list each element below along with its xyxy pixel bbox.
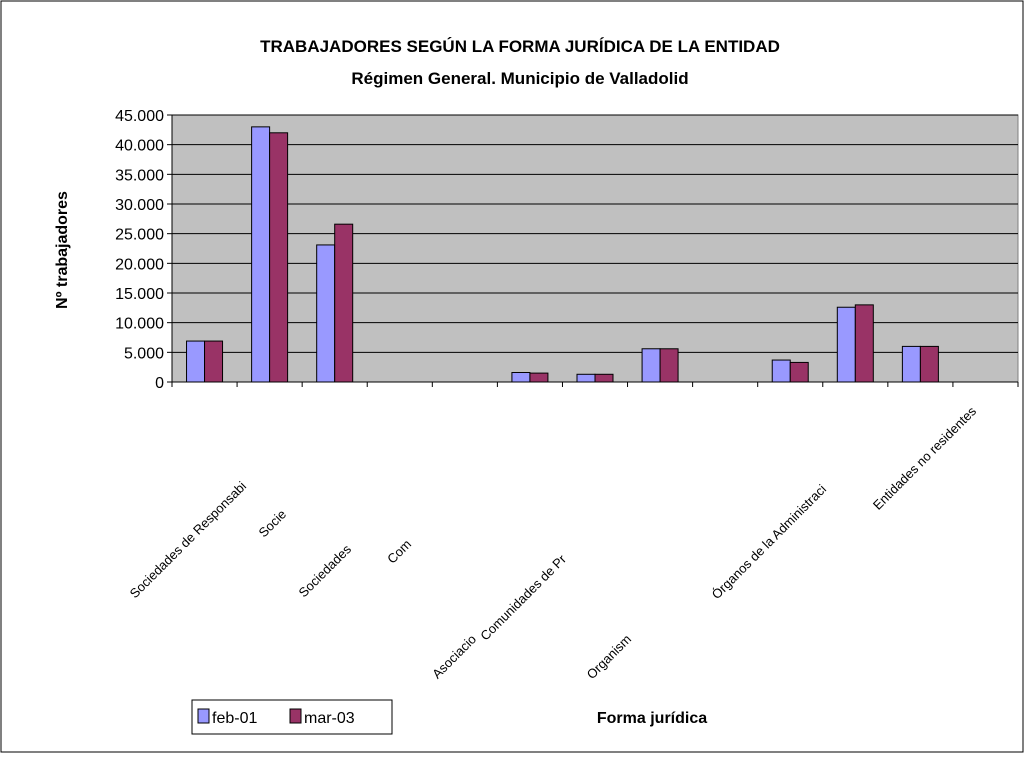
chart-title: TRABAJADORES SEGÚN LA FORMA JURÍDICA DE … bbox=[260, 37, 780, 56]
x-axis-title: Forma jurídica bbox=[597, 710, 707, 727]
y-tick-label: 0 bbox=[155, 375, 164, 392]
bar bbox=[919, 345, 939, 383]
bar bbox=[836, 306, 856, 383]
bar bbox=[529, 372, 549, 383]
y-tick-label: 15.000 bbox=[115, 286, 164, 303]
legend-label: mar-03 bbox=[304, 710, 355, 727]
chart-subtitle: Régimen General. Municipio de Valladolid bbox=[351, 69, 688, 88]
y-tick-label: 10.000 bbox=[115, 316, 164, 333]
bar bbox=[576, 373, 596, 383]
bar bbox=[854, 304, 874, 383]
bar bbox=[594, 373, 614, 383]
bar bbox=[334, 223, 354, 383]
bar bbox=[186, 340, 206, 383]
y-tick-label: 40.000 bbox=[115, 138, 164, 155]
bar bbox=[251, 126, 271, 383]
legend-swatch bbox=[197, 708, 210, 724]
y-tick-label: 45.000 bbox=[115, 108, 164, 125]
y-tick-label: 5.000 bbox=[124, 345, 164, 362]
bar bbox=[901, 345, 921, 383]
y-tick-label: 35.000 bbox=[115, 167, 164, 184]
y-tick-label: 20.000 bbox=[115, 256, 164, 273]
legend-swatch bbox=[289, 708, 302, 724]
y-tick-label: 30.000 bbox=[115, 197, 164, 214]
bar bbox=[511, 372, 531, 383]
bar bbox=[641, 348, 661, 383]
bar bbox=[771, 359, 791, 383]
bar bbox=[659, 348, 679, 383]
legend-label: feb-01 bbox=[212, 710, 257, 727]
bar bbox=[316, 244, 336, 383]
plot-area bbox=[171, 114, 1019, 383]
bar bbox=[204, 340, 224, 383]
y-tick-label: 25.000 bbox=[115, 227, 164, 244]
y-axis-title: Nº trabajadores bbox=[54, 191, 71, 309]
bar bbox=[269, 132, 289, 383]
bar bbox=[789, 361, 809, 383]
